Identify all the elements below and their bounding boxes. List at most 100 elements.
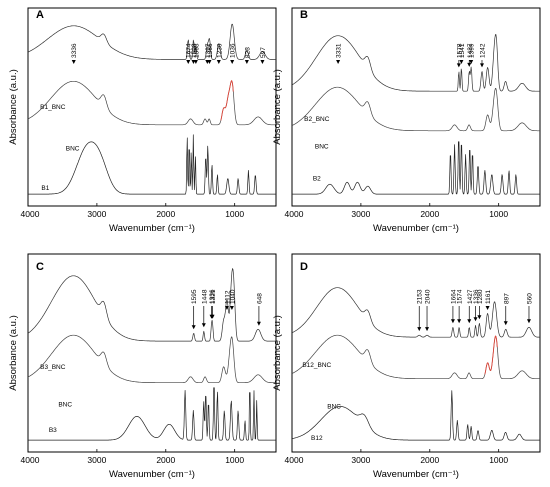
x-tick-label: 2000	[420, 455, 439, 465]
trace-label: B1_BNC	[40, 104, 66, 111]
peak-label: 648	[256, 293, 263, 304]
plot-frame	[291, 253, 541, 453]
x-tick-label: 4000	[285, 209, 304, 219]
peak-arrowhead	[201, 323, 206, 328]
peak-arrowhead	[224, 306, 229, 310]
x-tick-label: 1000	[489, 209, 508, 219]
trace-bnc	[291, 86, 540, 132]
peak-arrowhead	[469, 60, 474, 64]
x-tick-label: 3000	[351, 455, 370, 465]
peak-label: 1280	[477, 289, 484, 304]
panel-letter: D	[300, 261, 308, 273]
x-tick-label: 1000	[225, 455, 244, 465]
peak-label: 1578	[456, 43, 463, 58]
peak-label: 1242	[479, 43, 486, 58]
trace-label: B3	[49, 427, 57, 434]
peak-label: 1161	[485, 290, 492, 304]
panel-A: 4000 3000 2000 1000 Wavenumber (cm⁻¹) Absorba…	[8, 7, 277, 234]
trace-label: B2_BNC	[304, 116, 330, 123]
x-tick-label: 2000	[156, 455, 175, 465]
peak-label: 1427	[467, 289, 474, 304]
trace-label: B12	[311, 435, 323, 442]
trace-label: BNC	[327, 403, 341, 410]
trace-label: B12_BNC	[302, 362, 331, 369]
plot-frame	[291, 7, 541, 207]
peak-arrowhead	[467, 62, 472, 67]
peak-label: 1112	[224, 290, 231, 304]
peak-arrowhead	[503, 321, 508, 326]
peak-label: 1598	[191, 43, 198, 58]
peak-label: 2040	[425, 289, 432, 304]
peak-arrowhead	[260, 60, 265, 64]
trace-label: BNC	[315, 144, 329, 151]
peak-label: 1321	[210, 289, 217, 304]
trace-b1	[28, 134, 276, 195]
peak-arrowhead	[456, 63, 461, 68]
peak-label: 1366	[207, 43, 214, 58]
x-tick-label: 1000	[489, 455, 508, 465]
panel-B: 4000 3000 2000 1000 Wavenumber (cm⁻¹) Absorba…	[272, 7, 541, 234]
peak-arrowhead	[457, 319, 462, 324]
trace-label: B2	[313, 175, 321, 182]
x-tick-label: 1000	[225, 209, 244, 219]
x-axis-title: Wavenumber (cm⁻¹)	[109, 469, 195, 480]
trace-b12	[291, 390, 540, 441]
peak-arrowhead	[425, 327, 430, 332]
peak-label: 1664	[450, 289, 457, 304]
peak-label: 823	[244, 47, 251, 58]
peak-label: 597	[260, 47, 267, 58]
panel-C: 4000 3000 2000 1000 Wavenumber (cm⁻¹) Absorba…	[8, 253, 277, 480]
x-tick-label: 4000	[21, 209, 40, 219]
trace-b2	[292, 141, 540, 195]
peak-label: 1574	[457, 289, 464, 304]
x-tick-label: 2000	[156, 209, 175, 219]
peak-label: 1448	[201, 289, 208, 304]
peak-arrowhead	[229, 306, 234, 310]
x-tick-label: 3000	[87, 455, 106, 465]
peak-label: 897	[503, 293, 510, 304]
peak-arrowhead	[336, 60, 341, 64]
peak-arrowhead	[526, 319, 531, 324]
peak-label: 1040	[229, 289, 236, 304]
highlight-band	[484, 335, 498, 375]
trace-b2-bnc	[291, 34, 540, 92]
peak-label: 3336	[71, 43, 78, 58]
x-tick-label: 4000	[21, 455, 40, 465]
peak-arrowhead	[417, 327, 422, 332]
peak-arrowhead	[71, 60, 76, 64]
y-axis-title: Absorbance (a.u.)	[8, 69, 19, 145]
y-axis-title: Absorbance (a.u.)	[8, 315, 19, 391]
trace-bnc	[27, 334, 276, 384]
peak-arrowhead	[210, 314, 215, 319]
plot-frame	[27, 7, 277, 207]
peak-label: 1427	[467, 43, 474, 58]
peak-arrowhead	[216, 60, 221, 64]
plot-frame	[27, 253, 277, 453]
peak-arrowhead	[193, 60, 198, 64]
trace-bnc	[27, 80, 276, 126]
peak-arrowhead	[191, 325, 196, 330]
trace-b12-bnc	[291, 287, 540, 338]
highlight-band	[220, 79, 234, 121]
peak-arrowhead	[207, 60, 212, 64]
peak-label: 1336	[209, 289, 216, 304]
peak-label: 2153	[417, 289, 424, 304]
peak-label: 3331	[336, 43, 343, 58]
peak-label: 1336	[473, 289, 480, 304]
trace-bnc	[291, 334, 540, 380]
trace-label: B1	[41, 185, 49, 192]
trace-label: BNC	[58, 401, 72, 408]
panel-letter: A	[36, 9, 44, 21]
trace-label: B3_BNC	[40, 364, 66, 371]
peak-arrowhead	[186, 60, 191, 64]
peak-arrowhead	[479, 63, 484, 68]
y-axis-title: Absorbance (a.u.)	[272, 69, 283, 145]
panel-D: 4000 3000 2000 1000 Wavenumber (cm⁻¹) Absorba…	[272, 253, 541, 480]
peak-label: 1036	[230, 43, 237, 58]
trace-label: BNC	[66, 146, 80, 153]
peak-label: 1230	[216, 43, 223, 58]
trace-b3	[28, 387, 276, 441]
peak-label: 1397	[205, 43, 212, 58]
peak-arrowhead	[450, 319, 455, 324]
